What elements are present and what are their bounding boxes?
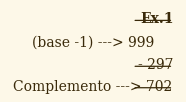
Text: - 297: - 297 xyxy=(138,58,173,72)
Text: Complemento ---> 702: Complemento ---> 702 xyxy=(13,80,173,94)
Text: (base -1) ---> 999: (base -1) ---> 999 xyxy=(32,36,154,50)
Text: Ex.1: Ex.1 xyxy=(140,12,173,26)
